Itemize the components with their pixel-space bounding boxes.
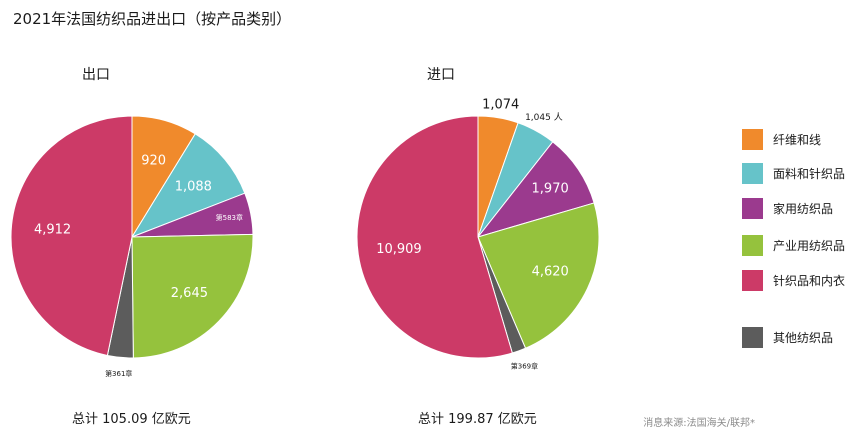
legend-item-fibers-yarn: 纤维和线	[742, 129, 821, 150]
legend-swatch	[742, 327, 763, 348]
legend-swatch	[742, 270, 763, 291]
pie-data-label: 第369章	[511, 361, 538, 370]
legend-swatch	[742, 198, 763, 219]
legend-item-apparel-lingerie: 针织品和内衣	[742, 270, 845, 291]
pie-slice	[131, 233, 254, 359]
legend-swatch	[742, 235, 763, 256]
legend-swatch	[742, 163, 763, 184]
page-title: 2021年法国纺织品进出口（按产品类别）	[13, 10, 292, 28]
pie-slice	[477, 202, 600, 349]
export-pie: 920 1,088 第583章 2,645 第361章 4,912	[10, 115, 254, 378]
legend-label: 面料和针织品	[773, 167, 846, 181]
pie-slice	[476, 141, 595, 238]
pie-data-label: 4,620	[532, 265, 569, 280]
pie-data-label: 920	[141, 154, 166, 169]
pie-data-label: 1,088	[175, 179, 212, 194]
source-note: 消息来源:法国海关/联邦*	[643, 418, 755, 429]
legend-item-fabrics-knits: 面料和针织品	[742, 163, 845, 184]
export-pie-title: 出口	[82, 67, 110, 83]
legend-item-technical-textiles: 产业用纺织品	[742, 235, 845, 256]
pie-slice	[10, 115, 133, 357]
legend-label: 其他纺织品	[773, 331, 834, 345]
pie-data-label: 2,645	[171, 286, 208, 301]
pie-data-label: 4,912	[34, 222, 71, 237]
export-total: 总计 105.09 亿欧元	[72, 412, 191, 427]
import-total: 总计 199.87 亿欧元	[418, 412, 537, 427]
pie-data-label: 第361章	[105, 369, 132, 378]
legend-label: 针织品和内衣	[773, 274, 846, 288]
pie-data-label: 1,074	[482, 97, 519, 112]
pie-data-label: 第583章	[216, 213, 243, 222]
legend-label: 产业用纺织品	[773, 239, 846, 253]
import-pie: 1,074 1,045 人 1,970 4,620 第369章 10,909	[356, 97, 600, 370]
pie-data-label: 1,970	[532, 182, 569, 197]
legend-item-home-textiles: 家用纺织品	[742, 198, 833, 219]
pie-data-label: 1,045 人	[525, 112, 563, 123]
pie-slice	[130, 133, 246, 239]
legend-label: 纤维和线	[773, 133, 822, 147]
import-pie-title: 进口	[427, 67, 455, 83]
legend-swatch	[742, 129, 763, 150]
legend-label: 家用纺织品	[773, 202, 834, 216]
legend-item-other-textiles: 其他纺织品	[742, 327, 833, 348]
pie-slice	[356, 115, 513, 359]
pie-data-label: 10,909	[376, 242, 422, 257]
